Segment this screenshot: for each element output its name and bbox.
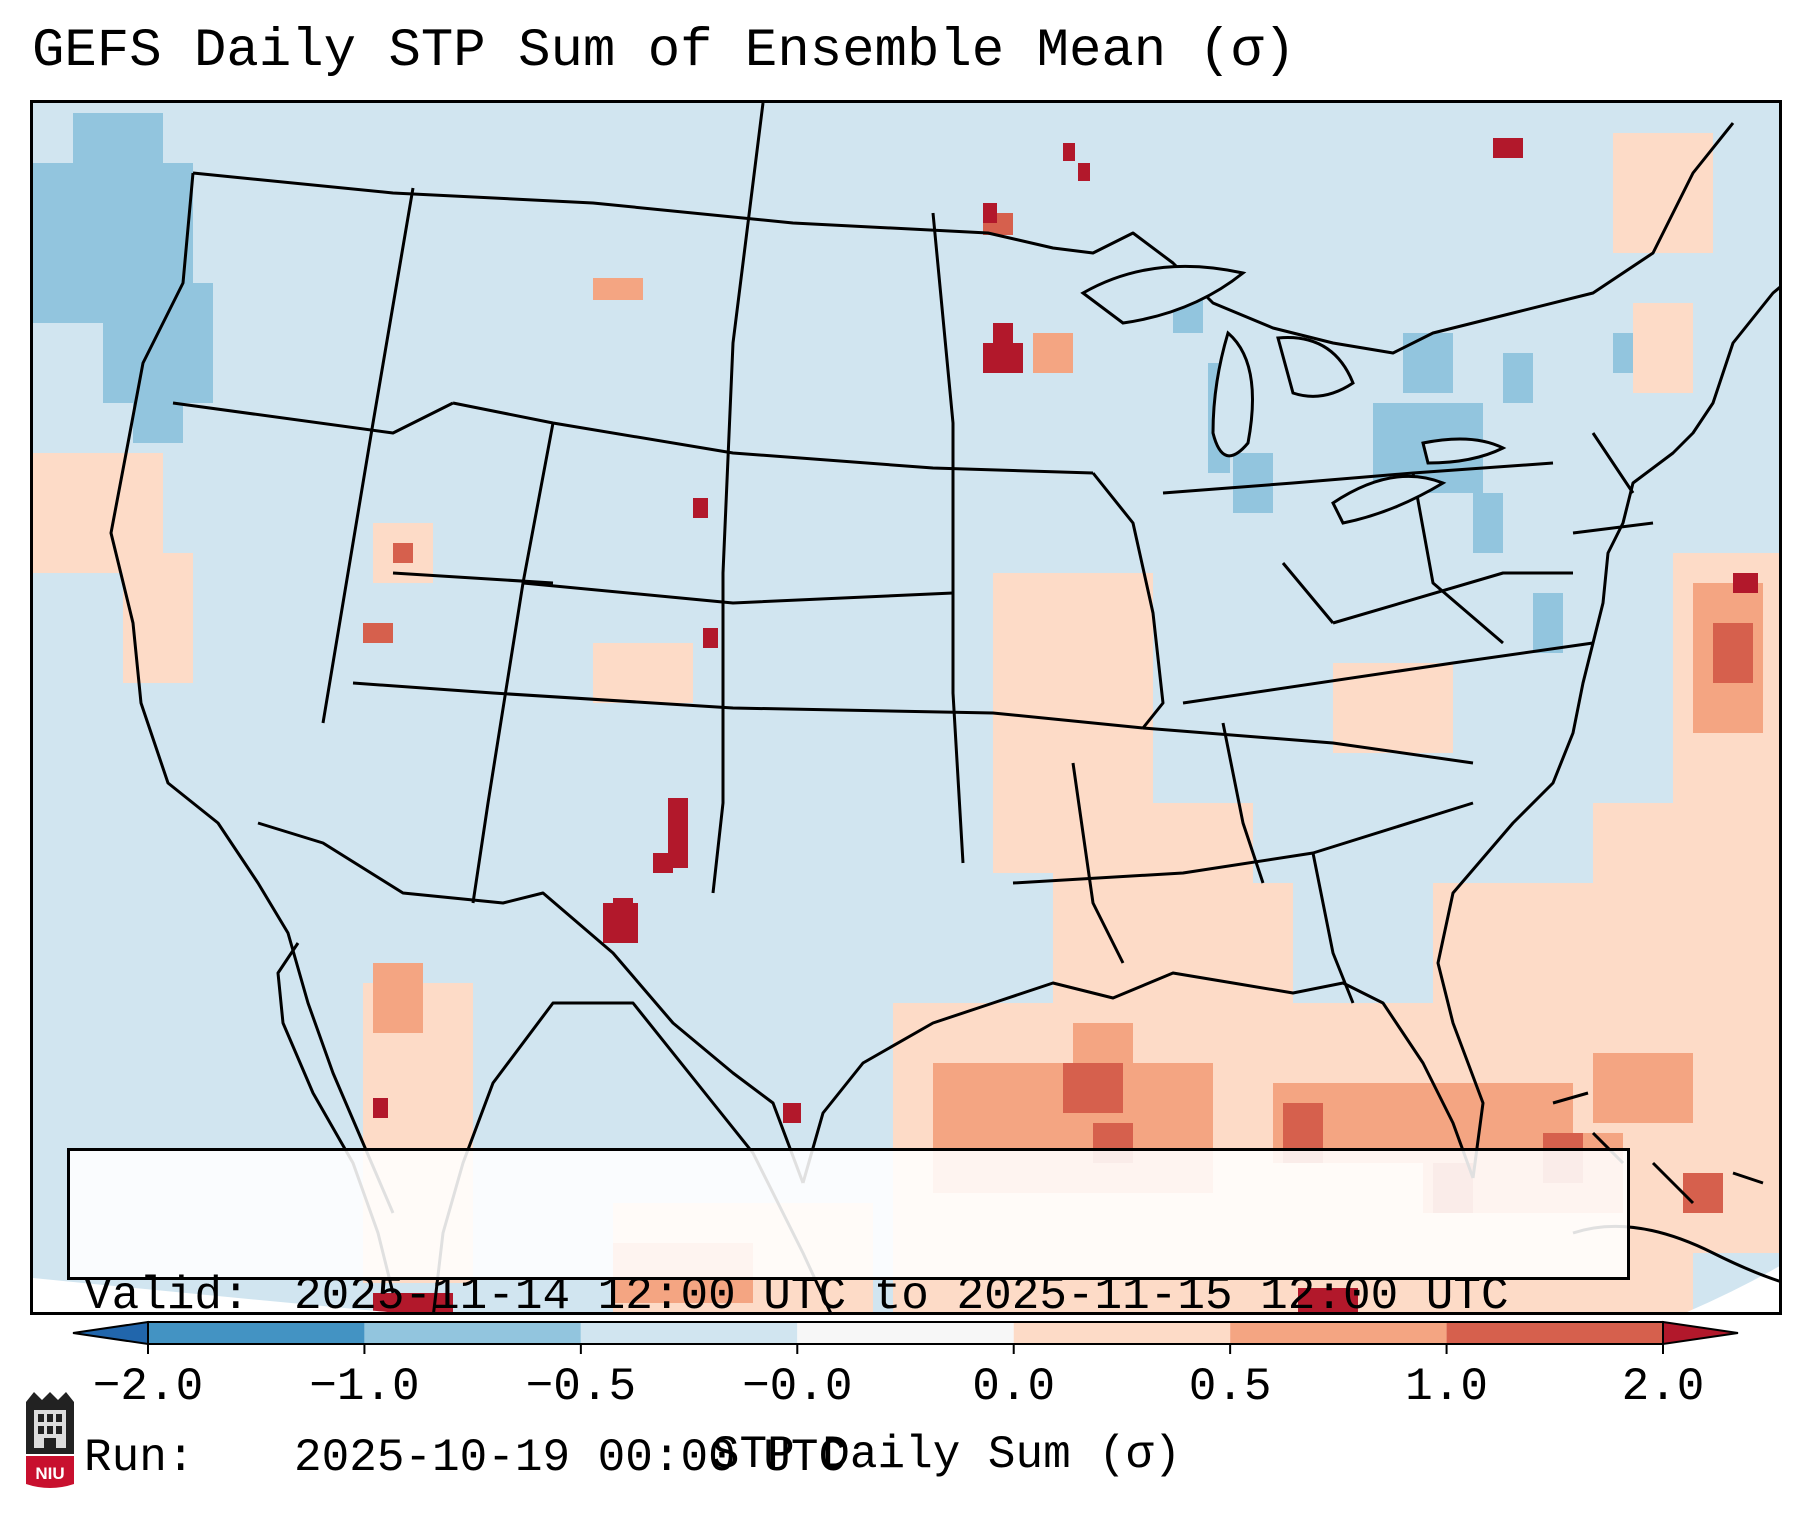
run-row: Run: 2025-10-19 00:00 UTC — [84, 1431, 1627, 1485]
colorbar-tick-label: 2.0 — [1621, 1361, 1705, 1413]
colorbar-tick-label: 0.5 — [1188, 1361, 1272, 1413]
colorbar-tick-label: 1.0 — [1405, 1361, 1488, 1413]
valid-value: 2025-11-14 12:00 UTC to 2025-11-15 12:00… — [294, 1270, 1509, 1322]
colorbar-tick-label: 0.0 — [972, 1361, 1056, 1413]
run-label: Run: — [84, 1432, 195, 1484]
colorbar-tick-label: −0.0 — [742, 1361, 853, 1413]
outer-domain-area-left — [33, 1278, 388, 1312]
valid-run-info-box: Valid: 2025-11-14 12:00 UTC to 2025-11-1… — [67, 1148, 1630, 1484]
niu-logo-icon — [26, 1392, 74, 1488]
colorbar-tick-label: −0.5 — [525, 1361, 637, 1413]
colorbar-over-extension — [1662, 1320, 1739, 1346]
valid-label: Valid: — [84, 1270, 250, 1322]
colorbar-tick-label: −2.0 — [92, 1361, 204, 1413]
colorbar-label: STP Daily Sum (σ) — [711, 1429, 1182, 1481]
outer-domain-area-right — [1687, 1266, 1779, 1312]
political-boundaries — [109, 103, 1779, 1312]
niu-logo-text: NIU — [35, 1464, 65, 1483]
colorbar-tick-label: −1.0 — [309, 1361, 420, 1413]
run-value: 2025-10-19 00:00 UTC — [294, 1432, 847, 1484]
valid-row: Valid: 2025-11-14 12:00 UTC to 2025-11-1… — [84, 1269, 1627, 1323]
chart-title: GEFS Daily STP Sum of Ensemble Mean (σ) — [32, 21, 1296, 82]
great-lakes — [1080, 264, 1507, 525]
map-panel[interactable] — [30, 100, 1782, 1315]
stp-map — [33, 103, 1779, 1312]
